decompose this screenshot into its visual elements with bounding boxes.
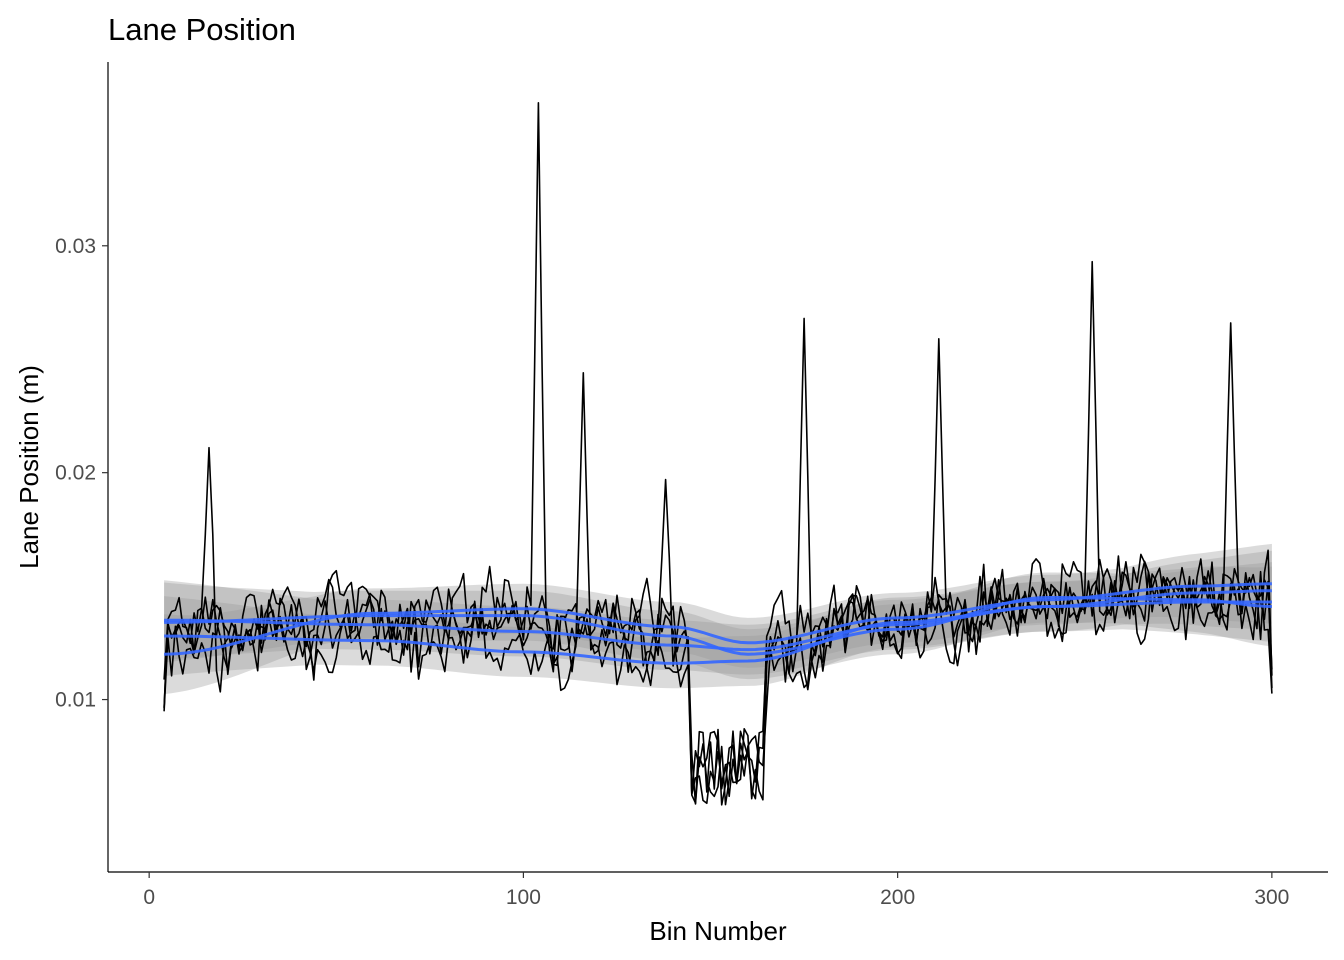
smooth-trend-line xyxy=(164,600,1272,665)
x-axis-ticks: 0 100 200 300 xyxy=(143,872,1289,909)
x-tick-label: 0 xyxy=(143,886,155,909)
plot-area xyxy=(163,102,1273,806)
x-tick-label: 100 xyxy=(506,886,541,909)
raw-series-line xyxy=(163,446,1273,804)
y-tick-label: 0.01 xyxy=(55,689,96,712)
y-axis-ticks: 0.01 0.02 0.03 xyxy=(55,235,108,712)
smooth-series-lines xyxy=(164,582,1272,665)
y-tick-label: 0.03 xyxy=(55,235,96,258)
y-tick-label: 0.02 xyxy=(55,462,96,485)
x-axis-title: Bin Number xyxy=(649,916,787,946)
x-tick-label: 300 xyxy=(1254,886,1289,909)
x-tick-label: 200 xyxy=(880,886,915,909)
confidence-ribbon xyxy=(164,566,1272,680)
chart-title: Lane Position xyxy=(108,12,296,47)
smooth-trend-line xyxy=(164,596,1272,656)
y-axis-title: Lane Position (m) xyxy=(14,365,44,569)
confidence-ribbon xyxy=(164,550,1272,675)
